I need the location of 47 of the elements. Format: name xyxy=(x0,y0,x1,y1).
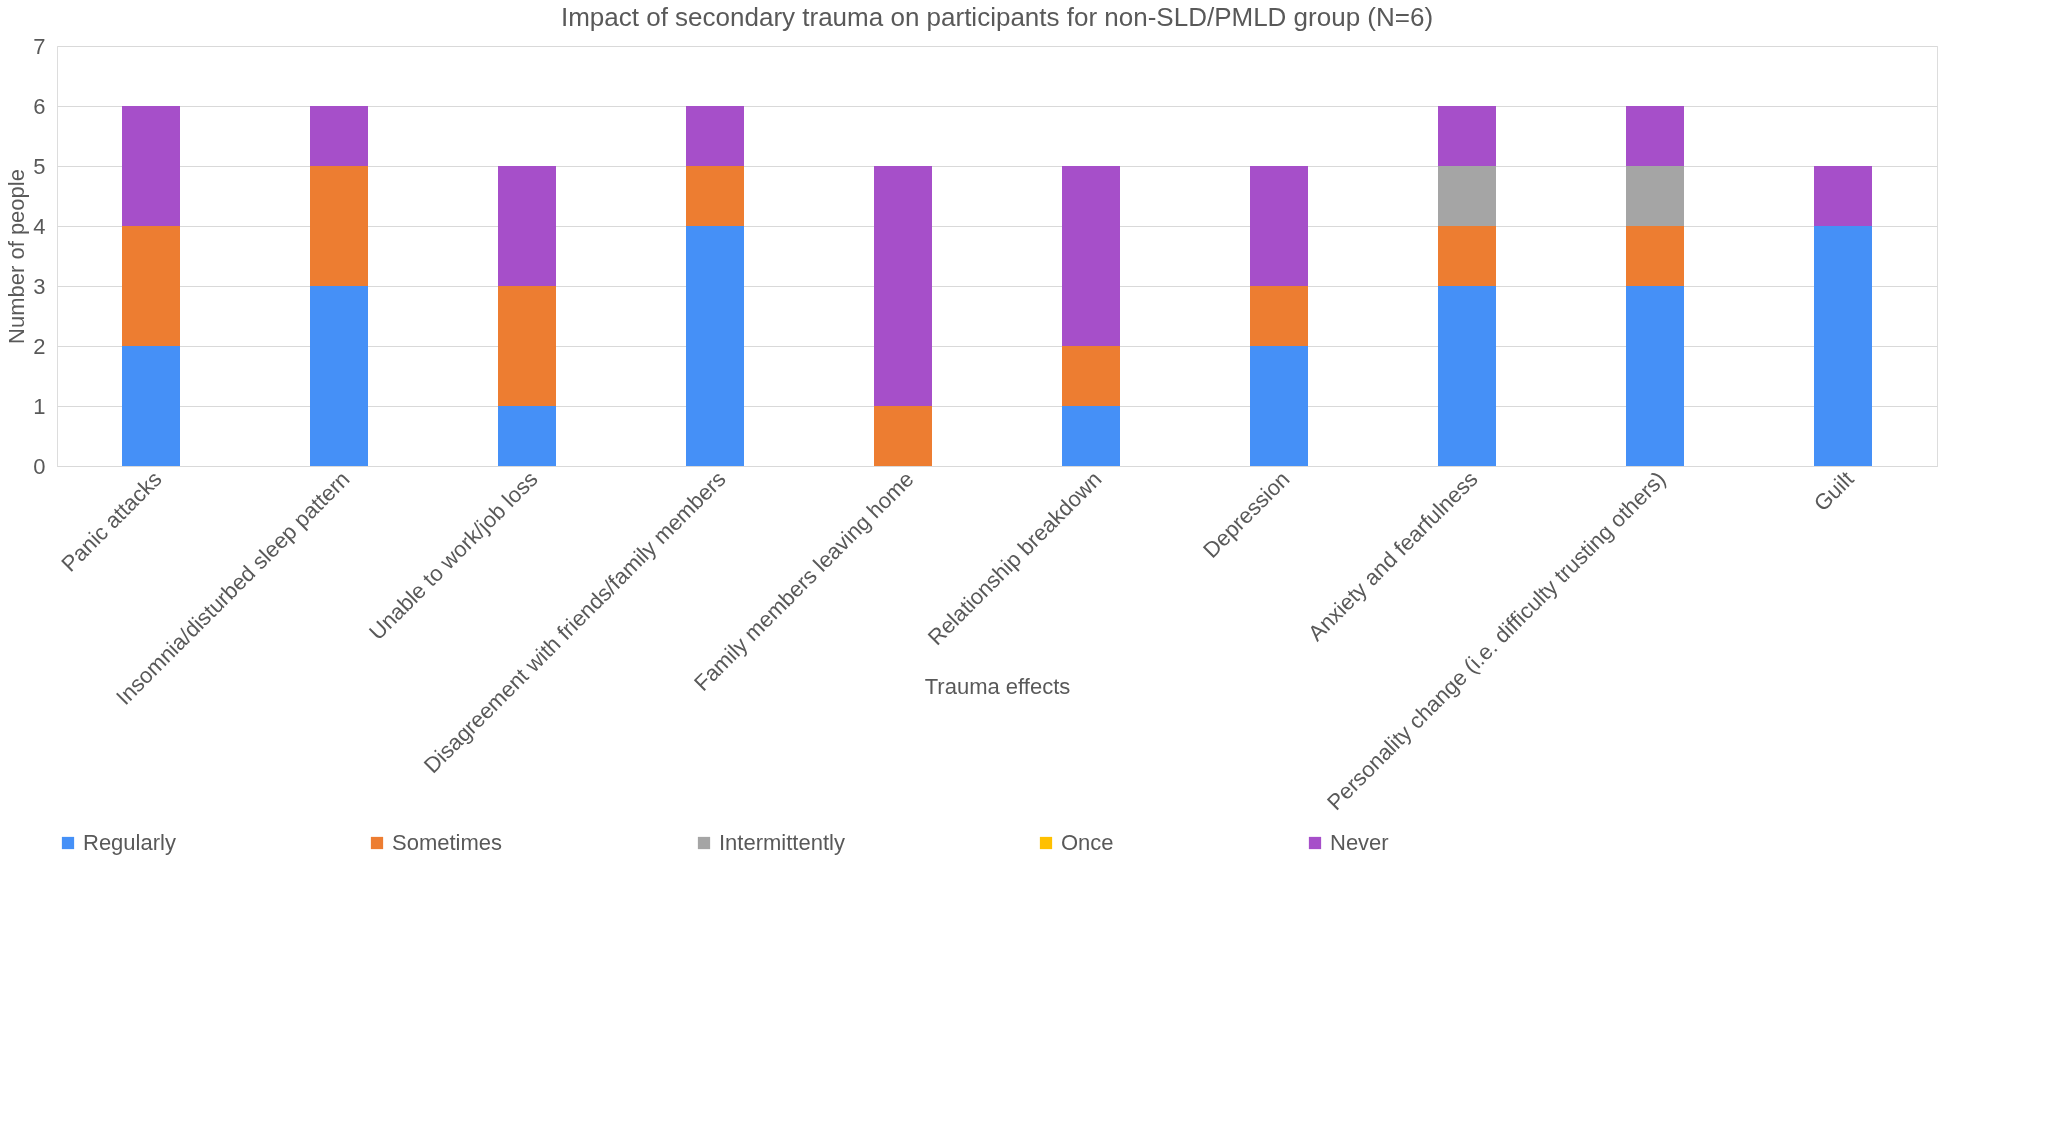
bar xyxy=(122,226,180,346)
y-tick-label: 7 xyxy=(33,33,46,59)
bar xyxy=(498,286,556,406)
y-tick-label: 3 xyxy=(33,273,46,299)
y-tick-label: 1 xyxy=(33,393,46,419)
bar xyxy=(498,406,556,466)
bar xyxy=(1062,166,1120,346)
bar xyxy=(498,166,556,286)
y-axis-title: Number of people xyxy=(4,169,30,344)
bar xyxy=(310,286,368,466)
bar xyxy=(874,166,932,406)
bar xyxy=(686,166,744,226)
y-tick-label: 6 xyxy=(33,93,46,119)
legend-label: Regularly xyxy=(83,830,176,855)
legend-label: Once xyxy=(1061,830,1114,855)
bar xyxy=(310,106,368,166)
bar xyxy=(686,106,744,166)
x-axis-title: Trauma effects xyxy=(924,673,1071,699)
bar xyxy=(1250,346,1308,466)
bar xyxy=(1438,286,1496,466)
bar xyxy=(1062,406,1120,466)
y-tick-label: 5 xyxy=(33,153,46,179)
bar xyxy=(1626,226,1684,286)
bar xyxy=(310,166,368,286)
bar xyxy=(122,106,180,226)
bar xyxy=(1814,226,1872,466)
x-tick-label: Guilt xyxy=(1808,466,1859,517)
y-tick-label: 4 xyxy=(33,213,46,239)
bar xyxy=(874,406,932,466)
bar xyxy=(122,346,180,466)
chart-title: Impact of secondary trauma on participants for non-SLD/PMLD group (N=6) xyxy=(560,2,1434,32)
bar xyxy=(1250,286,1308,346)
y-tick-label: 2 xyxy=(33,333,46,359)
legend-label: Intermittently xyxy=(719,830,845,855)
bar xyxy=(1626,166,1684,226)
legend-label: Never xyxy=(1330,830,1389,855)
bar xyxy=(1250,166,1308,286)
bar xyxy=(1438,106,1496,166)
bar xyxy=(686,226,744,466)
legend-label: Sometimes xyxy=(392,830,503,855)
bar xyxy=(1626,286,1684,466)
bar xyxy=(1814,166,1872,226)
bar xyxy=(1438,226,1496,286)
y-tick-label: 0 xyxy=(33,453,46,479)
bar xyxy=(1062,346,1120,406)
bar xyxy=(1438,166,1496,226)
bar xyxy=(1626,106,1684,166)
